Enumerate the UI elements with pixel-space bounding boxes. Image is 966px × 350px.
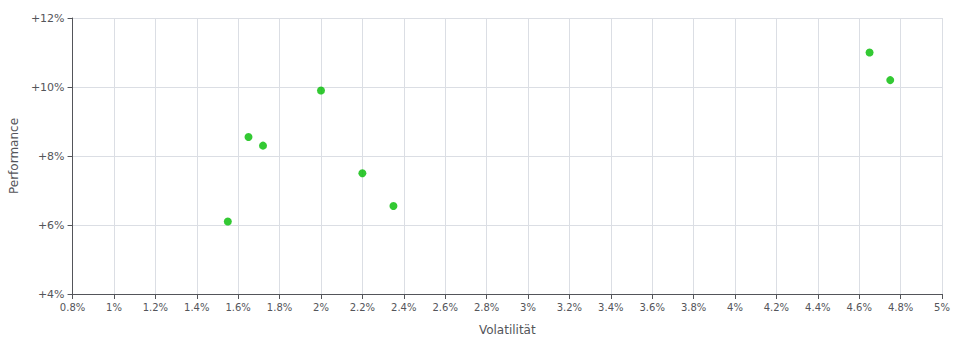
svg-text:4.6%: 4.6% — [846, 302, 871, 313]
svg-text:1%: 1% — [106, 302, 122, 313]
svg-text:Performance: Performance — [7, 118, 21, 194]
svg-text:+10%: +10% — [31, 81, 65, 94]
svg-text:4.8%: 4.8% — [888, 302, 913, 313]
svg-text:3.4%: 3.4% — [598, 302, 623, 313]
svg-text:3%: 3% — [520, 302, 536, 313]
svg-text:3.2%: 3.2% — [557, 302, 582, 313]
svg-text:1.8%: 1.8% — [267, 302, 292, 313]
svg-text:1.2%: 1.2% — [143, 302, 168, 313]
svg-text:4.2%: 4.2% — [764, 302, 789, 313]
svg-text:2.4%: 2.4% — [391, 302, 416, 313]
svg-text:2%: 2% — [313, 302, 329, 313]
svg-text:Volatilität: Volatilität — [479, 323, 536, 337]
svg-text:+8%: +8% — [38, 150, 65, 163]
svg-text:3.8%: 3.8% — [681, 302, 706, 313]
svg-text:1.4%: 1.4% — [184, 302, 209, 313]
svg-text:2.8%: 2.8% — [474, 302, 499, 313]
svg-text:3.6%: 3.6% — [639, 302, 664, 313]
svg-text:+6%: +6% — [38, 219, 65, 232]
svg-text:4.4%: 4.4% — [805, 302, 830, 313]
svg-text:4%: 4% — [727, 302, 743, 313]
svg-text:2.2%: 2.2% — [350, 302, 375, 313]
svg-text:0.8%: 0.8% — [60, 302, 85, 313]
svg-text:1.6%: 1.6% — [225, 302, 250, 313]
svg-text:+4%: +4% — [38, 288, 65, 301]
svg-text:5%: 5% — [934, 302, 950, 313]
svg-text:+12%: +12% — [31, 12, 65, 25]
svg-text:2.6%: 2.6% — [432, 302, 457, 313]
